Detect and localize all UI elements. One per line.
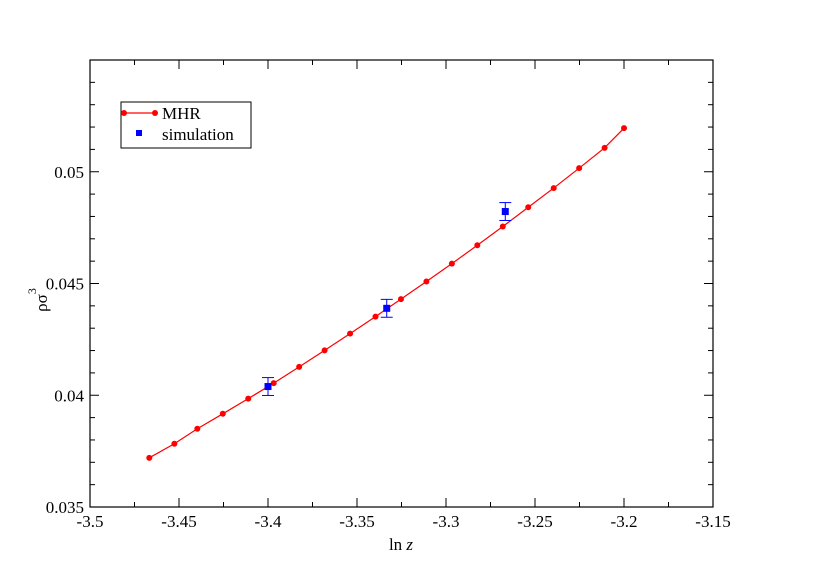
x-tick-label: -3.4 bbox=[255, 512, 282, 531]
mhr-point bbox=[372, 313, 379, 320]
mhr-point bbox=[194, 425, 201, 432]
x-tick-label: -3.25 bbox=[517, 512, 552, 531]
x-axis-title: ln z bbox=[389, 535, 413, 554]
y-tick-label: 0.04 bbox=[54, 386, 84, 405]
series-layer bbox=[146, 125, 627, 461]
legend-label-mhr: MHR bbox=[162, 104, 201, 123]
legend: MHR simulation bbox=[120, 101, 252, 149]
y-axis-title: ρσ3 bbox=[25, 288, 51, 312]
y-tick-label: 0.05 bbox=[54, 163, 84, 182]
mhr-point bbox=[397, 296, 404, 303]
mhr-point bbox=[146, 454, 153, 461]
simulation-point bbox=[501, 208, 509, 216]
mhr-point bbox=[448, 260, 455, 267]
mhr-point bbox=[296, 363, 303, 370]
mhr-point bbox=[576, 165, 583, 172]
legend-label-simulation: simulation bbox=[162, 125, 234, 144]
x-tick-label: -3.35 bbox=[339, 512, 374, 531]
mhr-point bbox=[499, 223, 506, 230]
series-line-mhr bbox=[148, 127, 625, 459]
legend-swatch-mhr-marker bbox=[121, 110, 127, 116]
mhr-point bbox=[423, 278, 430, 285]
y-tick-label: 0.045 bbox=[46, 275, 84, 294]
mhr-point bbox=[219, 410, 226, 417]
mhr-point bbox=[601, 144, 608, 151]
mhr-point bbox=[550, 185, 557, 192]
y-tick-label: 0.035 bbox=[46, 498, 84, 517]
x-tick-label: -3.5 bbox=[77, 512, 104, 531]
x-tick-label: -3.3 bbox=[433, 512, 460, 531]
plot-frame bbox=[89, 59, 714, 508]
simulation-point bbox=[383, 304, 391, 312]
mhr-point bbox=[525, 204, 532, 211]
mhr-point bbox=[321, 347, 328, 354]
legend-swatch-mhr-marker bbox=[152, 110, 158, 116]
mhr-point bbox=[245, 395, 252, 402]
x-tick-label: -3.45 bbox=[161, 512, 196, 531]
x-tick-label: -3.2 bbox=[611, 512, 638, 531]
mhr-point bbox=[347, 330, 354, 337]
ticks-layer: -3.5 -3.45 -3.4 -3.35 -3.3 -3.25 -3.2 -3.15 0.03… bbox=[46, 59, 731, 531]
legend-swatch-simulation-marker bbox=[136, 130, 142, 136]
mhr-point bbox=[621, 125, 627, 132]
mhr-point bbox=[474, 242, 481, 249]
mhr-point bbox=[171, 440, 178, 447]
mhr-point bbox=[270, 380, 277, 387]
legend-box bbox=[120, 101, 252, 149]
simulation-point bbox=[264, 383, 272, 391]
x-tick-label: -3.15 bbox=[695, 512, 730, 531]
